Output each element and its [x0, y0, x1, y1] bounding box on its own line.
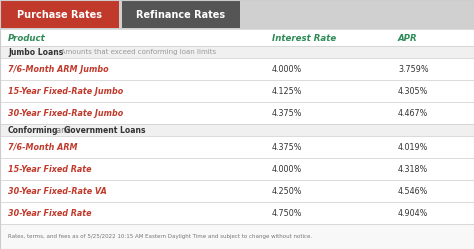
Text: 30-Year Fixed Rate: 30-Year Fixed Rate	[8, 208, 91, 217]
Bar	[0, 29, 474, 249]
Text: 7/6-Month ARM: 7/6-Month ARM	[8, 142, 78, 151]
Bar	[0, 224, 474, 249]
Bar	[0, 102, 474, 124]
Text: 4.546%: 4.546%	[398, 187, 428, 195]
Text: and: and	[54, 125, 73, 134]
Text: Purchase Rates: Purchase Rates	[18, 9, 102, 19]
Text: 4.000%: 4.000%	[272, 64, 302, 73]
Text: 4.125%: 4.125%	[272, 86, 302, 96]
Bar	[0, 202, 474, 224]
Text: Conforming: Conforming	[8, 125, 58, 134]
Bar	[0, 158, 474, 180]
Text: Interest Rate: Interest Rate	[272, 34, 336, 43]
Text: Jumbo Loans: Jumbo Loans	[8, 48, 63, 57]
Text: 4.375%: 4.375%	[272, 109, 302, 118]
Bar	[0, 80, 474, 102]
Text: Government Loans: Government Loans	[64, 125, 146, 134]
Text: Rates, terms, and fees as of 5/25/2022 10:15 AM Eastern Daylight Time and subjec: Rates, terms, and fees as of 5/25/2022 1…	[8, 234, 312, 239]
Text: 15-Year Fixed-Rate Jumbo: 15-Year Fixed-Rate Jumbo	[8, 86, 123, 96]
Text: 7/6-Month ARM Jumbo: 7/6-Month ARM Jumbo	[8, 64, 109, 73]
Text: 30-Year Fixed-Rate VA: 30-Year Fixed-Rate VA	[8, 187, 107, 195]
Bar	[0, 58, 474, 80]
Text: 30-Year Fixed-Rate Jumbo: 30-Year Fixed-Rate Jumbo	[8, 109, 123, 118]
Bar	[1, 1, 119, 28]
Bar	[0, 124, 474, 136]
Text: 4.375%: 4.375%	[272, 142, 302, 151]
Text: 15-Year Fixed Rate: 15-Year Fixed Rate	[8, 165, 91, 174]
Bar	[0, 136, 474, 158]
Text: 4.467%: 4.467%	[398, 109, 428, 118]
Text: 3.759%: 3.759%	[398, 64, 428, 73]
Text: 4.904%: 4.904%	[398, 208, 428, 217]
Text: - Amounts that exceed conforming loan limits: - Amounts that exceed conforming loan li…	[56, 49, 216, 55]
Bar	[122, 1, 240, 28]
Text: Refinance Rates: Refinance Rates	[137, 9, 226, 19]
Text: 4.250%: 4.250%	[272, 187, 302, 195]
Text: Product: Product	[8, 34, 46, 43]
Text: 4.305%: 4.305%	[398, 86, 428, 96]
Bar	[0, 180, 474, 202]
Text: 4.019%: 4.019%	[398, 142, 428, 151]
Text: APR: APR	[398, 34, 418, 43]
Bar	[0, 46, 474, 58]
Text: 4.750%: 4.750%	[272, 208, 302, 217]
Text: 4.000%: 4.000%	[272, 165, 302, 174]
Text: 4.318%: 4.318%	[398, 165, 428, 174]
Bar	[0, 0, 474, 29]
